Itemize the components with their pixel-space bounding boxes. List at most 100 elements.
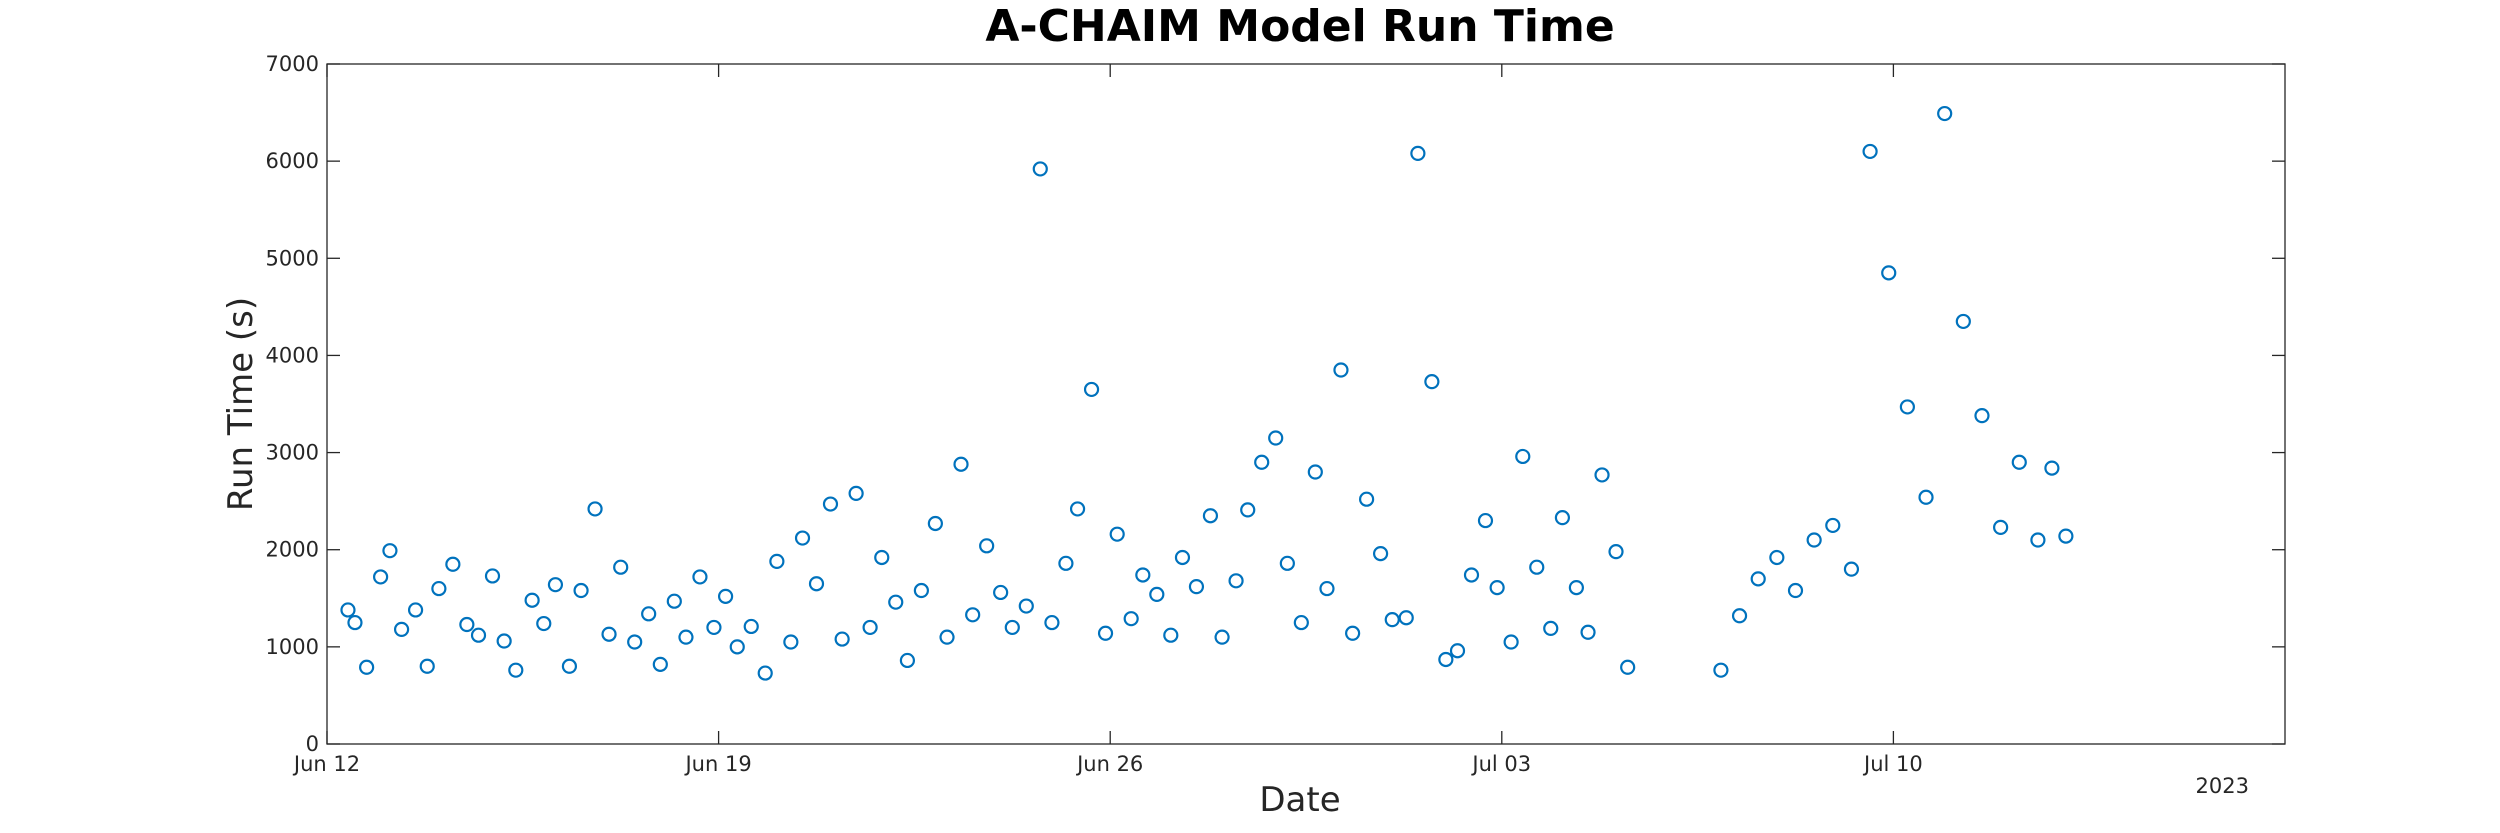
- data-point: [965, 607, 981, 623]
- data-point: [1135, 567, 1151, 583]
- data-point: [1463, 567, 1480, 583]
- data-point: [573, 582, 589, 599]
- data-point: [1438, 651, 1454, 668]
- data-point: [1004, 619, 1020, 636]
- y-tick-label: 4000: [266, 343, 319, 367]
- data-point: [1228, 573, 1244, 589]
- y-tick-label: 1000: [266, 635, 319, 659]
- y-tick-label: 3000: [266, 441, 319, 465]
- data-point: [862, 619, 878, 636]
- data-point: [706, 619, 722, 636]
- data-point: [1268, 430, 1284, 446]
- data-point: [678, 629, 694, 645]
- data-point: [1568, 579, 1584, 596]
- data-point: [470, 627, 487, 643]
- data-point: [627, 634, 643, 650]
- y-tick-label: 0: [306, 732, 319, 756]
- data-point: [459, 616, 475, 633]
- data-point: [729, 639, 745, 655]
- data-point: [1750, 571, 1766, 587]
- data-point: [373, 569, 389, 585]
- data-point: [1109, 526, 1125, 542]
- data-point: [393, 621, 410, 637]
- data-point: [1899, 399, 1915, 415]
- data-point: [1825, 517, 1841, 534]
- data-point: [1449, 643, 1466, 659]
- data-point: [2058, 528, 2074, 544]
- data-point: [1477, 512, 1494, 529]
- data-point: [561, 658, 578, 674]
- data-point: [1731, 608, 1748, 624]
- data-point: [927, 515, 943, 532]
- data-point: [1543, 620, 1559, 637]
- y-tick-label: 6000: [266, 149, 319, 173]
- data-point: [1044, 614, 1060, 631]
- data-point: [1620, 659, 1636, 675]
- data-point: [1214, 629, 1230, 645]
- data-point: [899, 652, 916, 669]
- x-tick-label: Jul 10: [1862, 752, 1923, 776]
- data-point: [496, 633, 512, 649]
- data-point: [1529, 559, 1545, 575]
- data-point: [979, 538, 995, 554]
- data-point: [1333, 362, 1349, 378]
- x-tick-label: Jul 03: [1470, 752, 1531, 776]
- data-point: [1918, 489, 1934, 505]
- data-point: [834, 631, 850, 647]
- data-point: [692, 569, 708, 585]
- data-point: [808, 576, 825, 592]
- data-point: [666, 593, 682, 609]
- data-point: [1843, 561, 1860, 577]
- data-point: [1713, 662, 1729, 678]
- data-point: [1554, 510, 1571, 526]
- data-point: [1254, 454, 1270, 470]
- data-point: [888, 594, 904, 610]
- x-tick-label: Jun 19: [683, 752, 751, 776]
- data-point: [1174, 549, 1191, 566]
- data-point: [1279, 555, 1295, 571]
- data-point: [613, 559, 629, 575]
- data-point: [484, 568, 501, 584]
- data-point: [743, 618, 759, 635]
- data-point: [2030, 532, 2046, 548]
- data-point: [359, 659, 375, 675]
- data-point: [993, 584, 1009, 601]
- data-point: [382, 543, 398, 559]
- data-point: [524, 592, 540, 608]
- plot-area: [326, 63, 2286, 745]
- data-point: [601, 626, 617, 642]
- data-point: [1580, 624, 1596, 640]
- data-point: [1384, 612, 1400, 628]
- data-point: [587, 501, 603, 517]
- data-point: [1410, 145, 1426, 161]
- y-tick-label: 5000: [266, 246, 319, 270]
- y-tick-label: 7000: [266, 52, 319, 76]
- data-point: [547, 577, 564, 593]
- y-axis-label: Run Time (s): [221, 297, 261, 511]
- data-point: [508, 662, 524, 678]
- data-point: [1993, 519, 2009, 535]
- data-point: [1345, 625, 1361, 641]
- data-point: [1489, 579, 1505, 596]
- data-point: [874, 549, 890, 566]
- data-point: [848, 485, 864, 501]
- data-point: [1032, 161, 1048, 177]
- data-point: [641, 606, 657, 622]
- data-point: [407, 602, 424, 618]
- data-point: [1359, 491, 1375, 507]
- data-point: [1319, 580, 1335, 597]
- data-point: [1974, 408, 1990, 424]
- data-point: [1293, 614, 1309, 631]
- data-point: [717, 588, 734, 604]
- data-point: [1058, 555, 1074, 571]
- data-point: [783, 634, 799, 650]
- y-tick-label: 2000: [266, 538, 319, 562]
- data-point: [1018, 598, 1034, 614]
- data-point: [1123, 611, 1139, 627]
- data-point: [1769, 549, 1785, 566]
- data-point: [1163, 627, 1179, 643]
- data-point: [939, 629, 955, 645]
- data-point: [1955, 313, 1971, 330]
